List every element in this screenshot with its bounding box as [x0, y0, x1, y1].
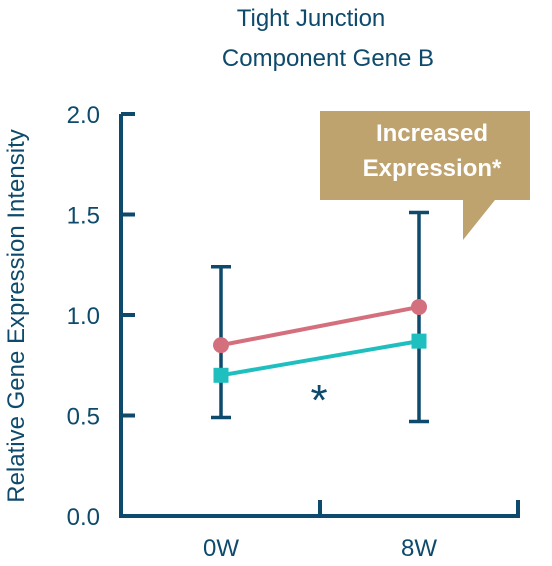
- y-tick-label: 2.0: [67, 102, 100, 129]
- y-tick-label: 0.0: [67, 504, 100, 531]
- y-tick-labels: 0.0 0.5 1.0 1.5 2.0: [67, 102, 100, 531]
- y-tick-label: 1.5: [67, 203, 100, 230]
- data-point: [213, 337, 229, 354]
- x-tick-label: 8W: [401, 535, 437, 562]
- annotation-callout: Increased Expression*: [320, 111, 530, 240]
- series-line: [220, 339, 420, 378]
- significance-asterisk: *: [310, 376, 327, 425]
- series-line: [220, 304, 420, 348]
- error-bar: [409, 210, 429, 424]
- callout-box: [320, 111, 530, 240]
- data-point: [411, 298, 427, 315]
- data-series: [213, 298, 427, 383]
- chart-title-line-1: Tight Junction: [237, 5, 386, 32]
- series-1: [213, 298, 427, 354]
- y-axis-label: Relative Gene Expression Intensity: [3, 129, 30, 503]
- callout-line-1: Increased: [376, 120, 488, 147]
- y-tick-label: 1.0: [67, 303, 100, 330]
- x-tick-labels: 0W 8W: [203, 535, 437, 562]
- axes: [119, 112, 520, 518]
- series-2: [213, 333, 427, 383]
- chart-title-line-2: Component Gene B: [222, 45, 434, 72]
- data-point: [411, 333, 427, 349]
- chart-title: Tight Junction Component Gene B: [222, 5, 434, 72]
- data-point: [213, 367, 229, 383]
- x-tick-label: 0W: [203, 535, 239, 562]
- y-tick-label: 0.5: [67, 404, 100, 431]
- callout-line-2: Expression*: [363, 155, 502, 182]
